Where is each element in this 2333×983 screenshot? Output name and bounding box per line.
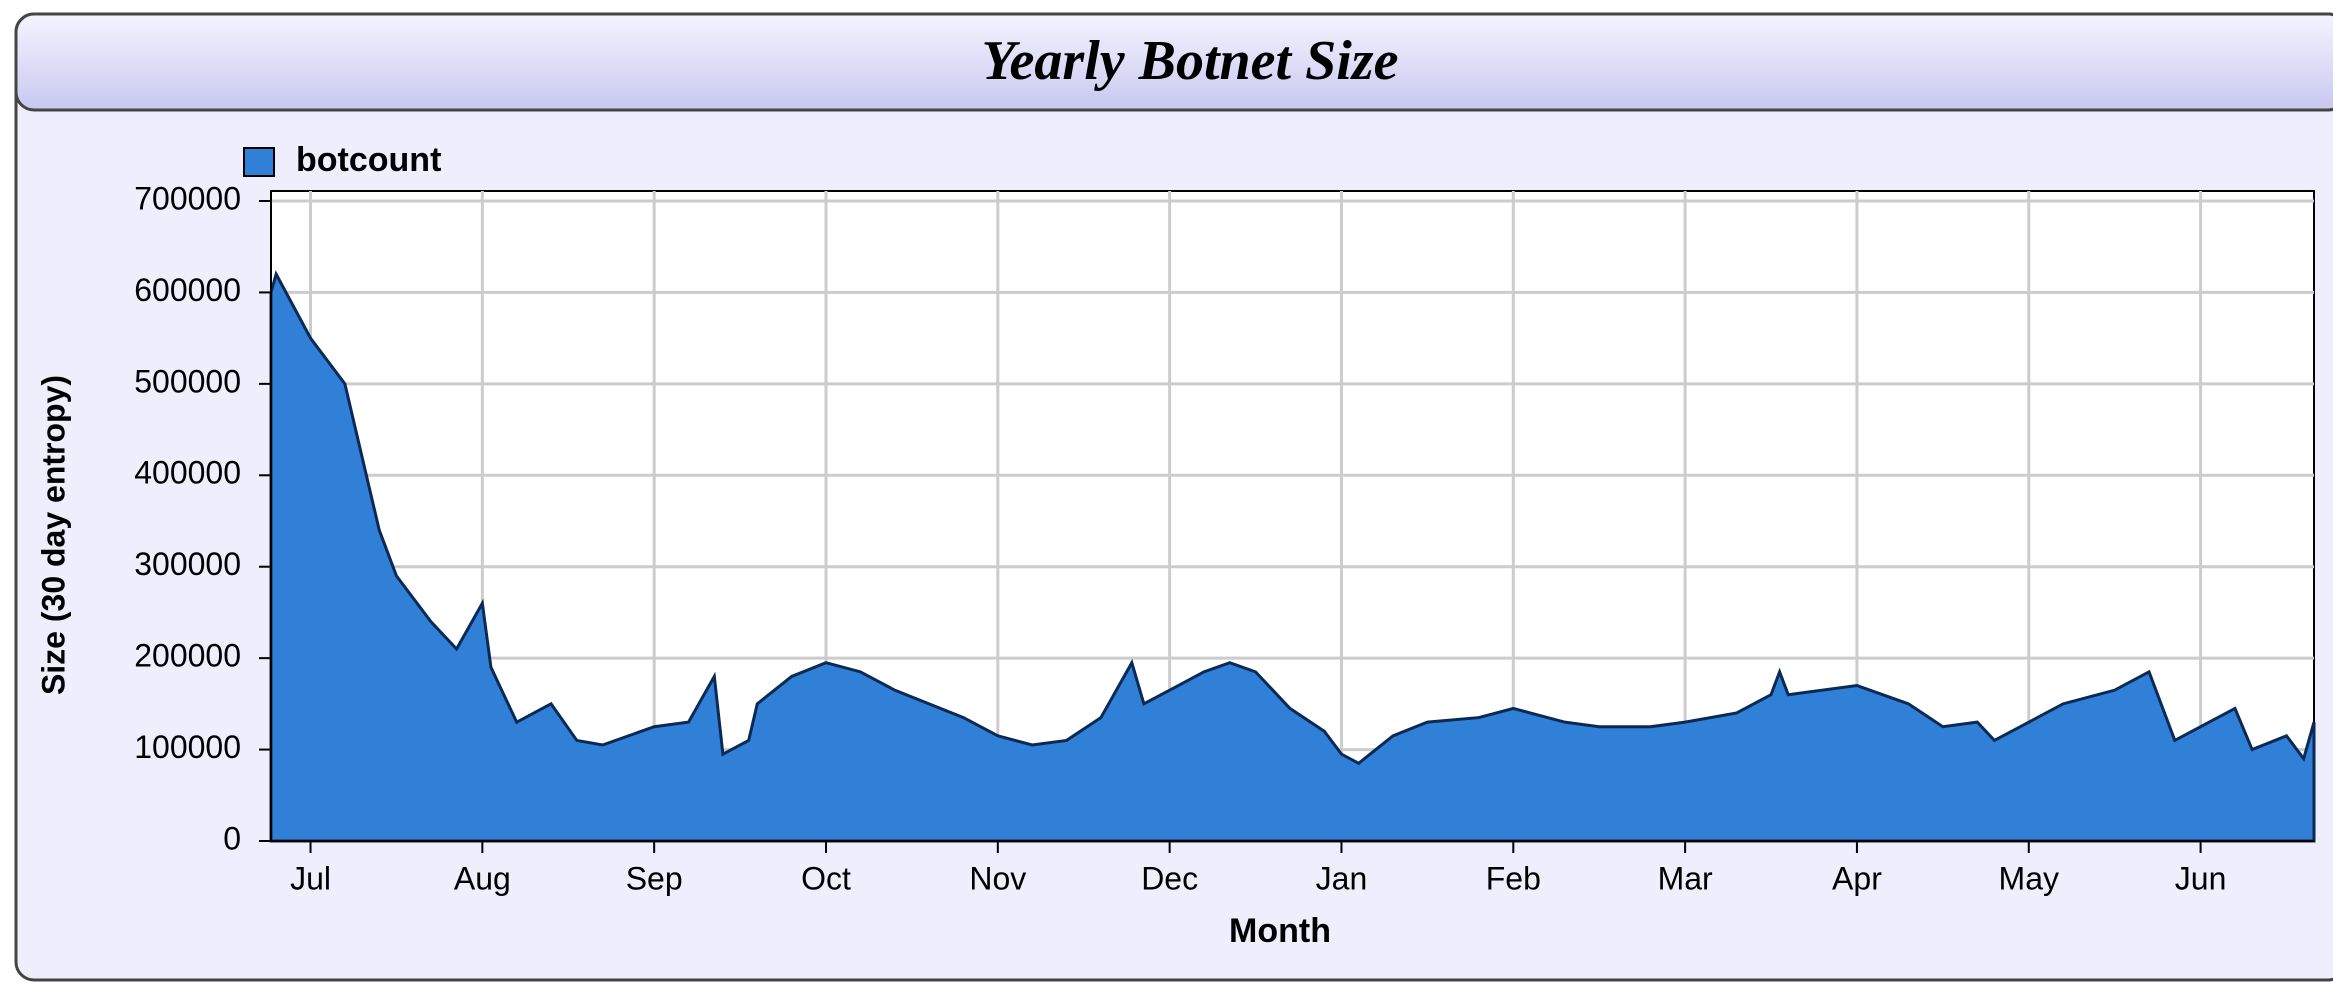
- y-axis-title: Size (30 day entropy): [35, 375, 71, 695]
- x-tick-label: Feb: [1486, 860, 1541, 896]
- y-tick-label: 400000: [134, 455, 241, 491]
- y-tick-label: 600000: [134, 272, 241, 308]
- x-tick-label: Nov: [969, 860, 1026, 896]
- x-tick-label: Apr: [1832, 860, 1882, 896]
- x-tick-label: Mar: [1658, 860, 1713, 896]
- x-tick-label: Aug: [454, 860, 511, 896]
- y-tick-label: 0: [223, 820, 241, 856]
- y-tick-label: 500000: [134, 363, 241, 399]
- y-tick-label: 200000: [134, 638, 241, 674]
- area: [269, 270, 2316, 843]
- x-tick-label: Jul: [290, 860, 331, 896]
- x-axis-title: Month: [1229, 912, 1331, 950]
- x-tick-label: Jan: [1316, 860, 1368, 896]
- x-tick-label: Dec: [1141, 860, 1198, 896]
- x-tick-label: Sep: [626, 860, 683, 896]
- x-tick-label: Jun: [2175, 860, 2227, 896]
- y-tick-label: 100000: [134, 729, 241, 765]
- x-tick-label: May: [1999, 860, 2059, 896]
- title-banner: [14, 12, 2333, 112]
- legend-label: botcount: [296, 141, 441, 179]
- legend-swatch: [243, 147, 275, 177]
- chart-title: Yearly Botnet Size: [982, 30, 1399, 92]
- y-tick-label: 300000: [134, 546, 241, 582]
- y-tick-label: 700000: [134, 180, 241, 216]
- x-tick-label: Oct: [801, 860, 851, 896]
